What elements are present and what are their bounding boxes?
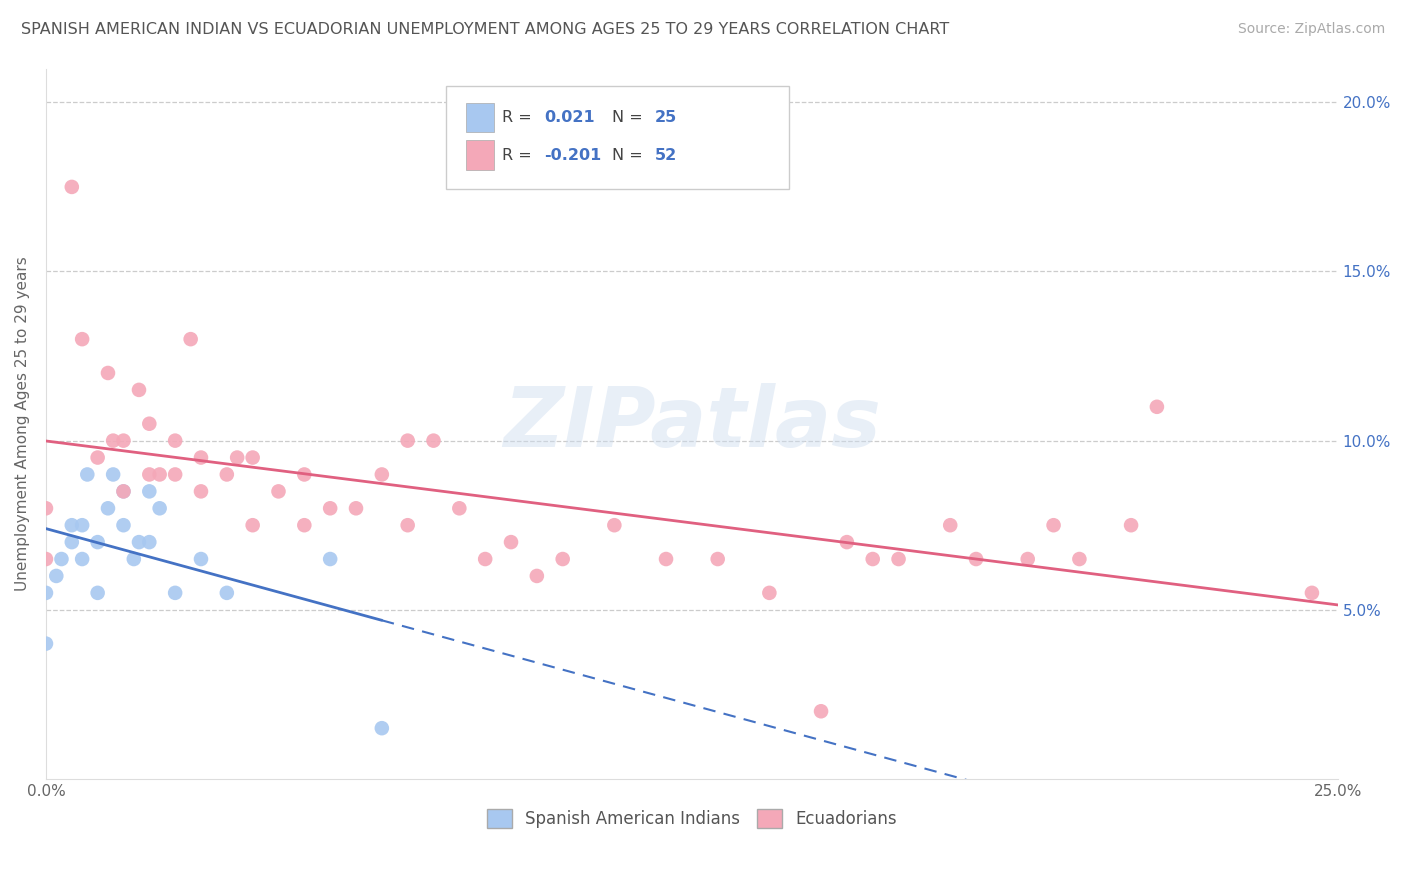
Point [319, 501, 342, 516]
Point [267, 484, 290, 499]
Point [706, 552, 728, 566]
Point [655, 552, 678, 566]
Point [242, 518, 264, 533]
Text: N =: N = [612, 110, 648, 125]
Point [526, 569, 548, 583]
Point [396, 434, 419, 448]
Point [70, 518, 93, 533]
Text: SPANISH AMERICAN INDIAN VS ECUADORIAN UNEMPLOYMENT AMONG AGES 25 TO 29 YEARS COR: SPANISH AMERICAN INDIAN VS ECUADORIAN UN… [21, 22, 949, 37]
Point [165, 434, 187, 448]
Point [226, 450, 249, 465]
Point [862, 552, 884, 566]
Point [1042, 518, 1064, 533]
Point [60, 518, 83, 533]
Point [35, 637, 58, 651]
Point [1119, 518, 1142, 533]
Point [887, 552, 910, 566]
Point [97, 501, 120, 516]
Point [70, 552, 93, 566]
Text: Source: ZipAtlas.com: Source: ZipAtlas.com [1237, 22, 1385, 37]
Point [242, 450, 264, 465]
Point [101, 467, 124, 482]
Point [449, 501, 471, 516]
Legend: Spanish American Indians, Ecuadorians: Spanish American Indians, Ecuadorians [481, 802, 904, 835]
Text: -0.201: -0.201 [544, 148, 602, 162]
Text: 25: 25 [654, 110, 676, 125]
Point [76, 467, 98, 482]
Point [499, 535, 522, 549]
Point [149, 501, 172, 516]
Point [86, 586, 108, 600]
Point [165, 467, 187, 482]
Point [396, 518, 419, 533]
Point [112, 518, 135, 533]
Point [319, 552, 342, 566]
Text: 0.021: 0.021 [544, 110, 595, 125]
Point [112, 484, 135, 499]
Point [551, 552, 574, 566]
Point [45, 569, 67, 583]
Point [122, 552, 145, 566]
Point [371, 467, 394, 482]
Point [128, 383, 150, 397]
Point [138, 417, 160, 431]
Point [35, 501, 58, 516]
Point [474, 552, 496, 566]
Point [965, 552, 987, 566]
Point [138, 535, 160, 549]
Point [371, 721, 394, 735]
Text: 52: 52 [654, 148, 676, 162]
Point [422, 434, 444, 448]
Point [292, 467, 315, 482]
Point [835, 535, 858, 549]
Y-axis label: Unemployment Among Ages 25 to 29 years: Unemployment Among Ages 25 to 29 years [15, 256, 30, 591]
Point [35, 586, 58, 600]
Point [138, 484, 160, 499]
Point [1017, 552, 1039, 566]
Point [70, 332, 93, 346]
Point [97, 366, 120, 380]
Text: R =: R = [502, 148, 537, 162]
Point [190, 552, 212, 566]
Point [86, 535, 108, 549]
Point [165, 586, 187, 600]
Point [215, 586, 238, 600]
Point [149, 467, 172, 482]
Point [101, 434, 124, 448]
FancyBboxPatch shape [465, 103, 495, 132]
Point [190, 484, 212, 499]
Text: ZIPatlas: ZIPatlas [503, 384, 880, 464]
Point [292, 518, 315, 533]
Point [138, 467, 160, 482]
Point [128, 535, 150, 549]
Point [35, 552, 58, 566]
Point [1301, 586, 1323, 600]
Point [112, 484, 135, 499]
Point [215, 467, 238, 482]
Point [60, 180, 83, 194]
Point [810, 704, 832, 718]
Text: N =: N = [612, 148, 648, 162]
Point [180, 332, 202, 346]
FancyBboxPatch shape [447, 87, 789, 189]
Text: R =: R = [502, 110, 537, 125]
Point [344, 501, 367, 516]
Point [603, 518, 626, 533]
Point [86, 450, 108, 465]
Point [190, 450, 212, 465]
Point [60, 535, 83, 549]
Point [112, 434, 135, 448]
Point [758, 586, 780, 600]
FancyBboxPatch shape [465, 140, 495, 170]
Point [1069, 552, 1091, 566]
Point [1146, 400, 1168, 414]
Point [939, 518, 962, 533]
Point [51, 552, 73, 566]
